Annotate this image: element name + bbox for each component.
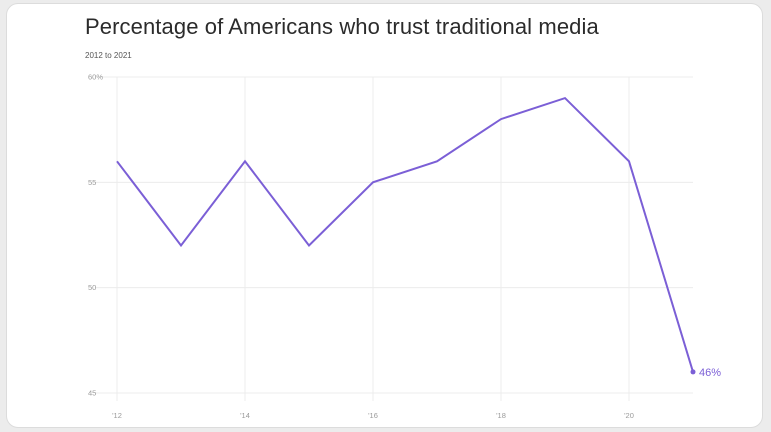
end-value-label: 46% [699,367,721,379]
x-tick-label: '14 [240,411,250,420]
y-tick-label: 60% [88,73,103,82]
x-tick-label: '20 [624,411,634,420]
end-point-marker [690,369,696,375]
y-tick-label: 45 [88,389,96,398]
annotation-layer: 46% [699,367,721,379]
y-tick-label: 55 [88,178,96,187]
chart-card: Percentage of Americans who trust tradit… [6,3,763,428]
x-tick-label: '12 [112,411,122,420]
x-tick-label: '18 [496,411,506,420]
series-layer [116,96,696,375]
x-tick-label: '16 [368,411,378,420]
grid-lines [95,76,693,401]
y-tick-label: 50 [88,283,96,292]
chart-title: Percentage of Americans who trust tradit… [85,14,599,39]
series-line [116,96,694,373]
y-axis-ticks: 60% 55 50 45 [88,73,103,398]
chart-subtitle: 2012 to 2021 [85,51,132,60]
x-axis-ticks: '12 '14 '16 '18 '20 [112,411,634,420]
